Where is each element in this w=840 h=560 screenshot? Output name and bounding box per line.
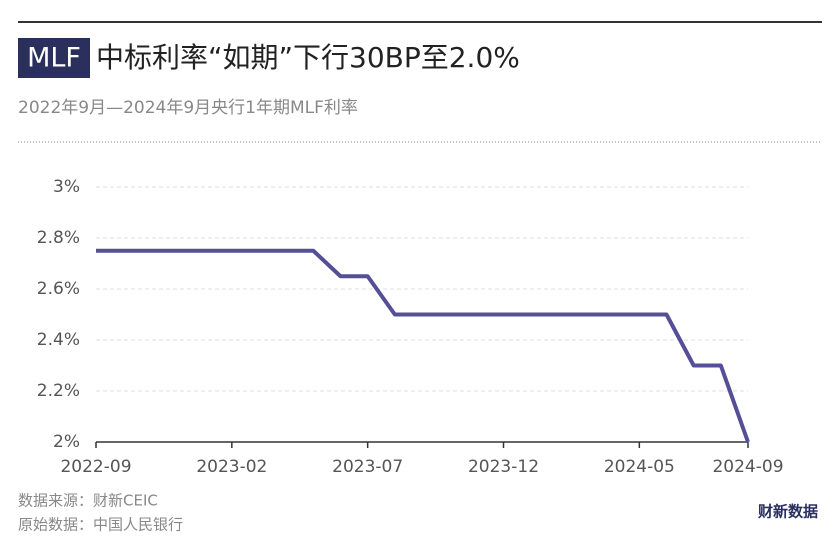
- x-tick-label: 2022-09: [60, 457, 131, 477]
- y-tick-label: 2.4%: [37, 330, 80, 350]
- y-tick-label: 2%: [53, 432, 80, 452]
- series-line: [96, 248, 750, 443]
- x-tick-label: 2024-05: [604, 457, 675, 477]
- badge-bg: [18, 38, 90, 78]
- y-tick-label: 2.2%: [37, 381, 80, 401]
- x-tick-label: 2023-07: [332, 457, 403, 477]
- y-tick-label: 2.8%: [37, 228, 80, 248]
- subtitle: 2022年9月—2024年9月央行1年期MLF利率: [18, 98, 358, 118]
- origin: 原始数据：中国人民银行: [18, 516, 183, 534]
- y-tick-label: 3%: [53, 177, 80, 197]
- x-tick-label: 2023-12: [468, 457, 539, 477]
- source: 数据来源：财新CEIC: [18, 492, 158, 510]
- chart-title: 中标利率“如期”下行30BP至2.0%: [96, 41, 520, 74]
- badge: MLF: [27, 43, 81, 74]
- logo: 财新数据: [758, 503, 818, 521]
- y-tick-label: 2.6%: [37, 279, 80, 299]
- x-tick-label: 2023-02: [196, 457, 267, 477]
- x-tick-label: 2024-09: [712, 457, 783, 477]
